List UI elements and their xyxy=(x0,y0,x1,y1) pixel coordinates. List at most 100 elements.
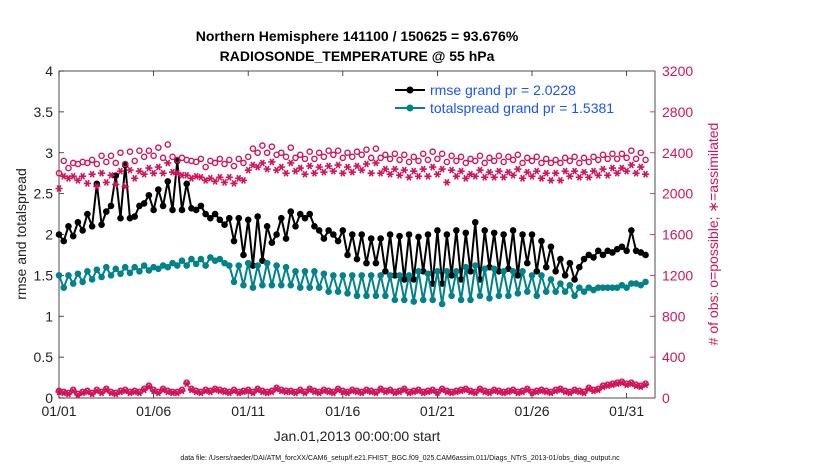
assimilated-marker xyxy=(220,388,229,396)
assimilated-marker xyxy=(263,389,271,397)
data-point xyxy=(557,280,564,287)
data-point xyxy=(273,231,280,238)
possible-marker xyxy=(471,157,479,165)
assimilated-marker xyxy=(528,172,536,180)
assimilated-marker xyxy=(329,167,337,175)
data-point xyxy=(533,292,541,300)
data-point xyxy=(140,200,148,207)
series-rmse xyxy=(55,157,649,287)
data-point xyxy=(311,267,318,275)
assimilated-marker xyxy=(287,159,295,167)
assimilated-marker xyxy=(107,171,115,179)
assimilated-marker xyxy=(183,171,191,179)
assimilated-marker xyxy=(325,388,333,396)
data-point xyxy=(84,210,91,218)
data-point xyxy=(287,208,295,215)
data-point xyxy=(348,231,356,238)
possible-marker xyxy=(301,155,309,163)
data-point xyxy=(268,239,276,246)
data-point xyxy=(306,284,313,291)
data-point xyxy=(216,255,224,263)
y-right-tick-label: 0 xyxy=(662,390,670,406)
data-point xyxy=(538,272,545,279)
assimilated-marker xyxy=(244,166,252,174)
possible-marker xyxy=(557,159,564,167)
possible-marker xyxy=(334,147,342,155)
data-point xyxy=(637,281,645,289)
assimilated-marker xyxy=(594,171,602,179)
assimilated-marker xyxy=(448,166,456,174)
possible-marker xyxy=(594,156,602,164)
possible-marker xyxy=(476,152,484,160)
x-tick-label: 01/31 xyxy=(609,403,644,419)
data-point xyxy=(320,270,328,278)
data-point xyxy=(594,284,602,291)
assimilated-marker xyxy=(585,173,593,181)
assimilated-marker xyxy=(268,158,276,166)
x-tick-label: 01/11 xyxy=(231,403,265,419)
data-point xyxy=(126,269,134,277)
assimilated-marker xyxy=(126,166,134,174)
data-point xyxy=(292,223,299,230)
possible-marker xyxy=(315,149,323,157)
y-right-tick-label: 3200 xyxy=(662,63,693,79)
data-point xyxy=(230,237,238,245)
data-point xyxy=(557,255,564,263)
y-axis-label: rmse and totalspread xyxy=(13,168,29,300)
data-point xyxy=(150,206,157,214)
data-point xyxy=(296,284,304,291)
possible-marker xyxy=(367,154,375,162)
data-point xyxy=(509,227,517,234)
assimilated-marker xyxy=(216,387,224,395)
data-point xyxy=(202,210,209,218)
data-point xyxy=(363,259,370,267)
data-point xyxy=(235,214,243,222)
x-tick-label: 01/16 xyxy=(325,403,360,419)
data-point xyxy=(500,231,507,238)
data-point xyxy=(259,281,266,289)
data-point xyxy=(405,231,413,238)
assimilated-marker xyxy=(589,167,598,175)
data-point xyxy=(65,272,72,279)
assimilated-marker xyxy=(433,389,442,397)
possible-marker xyxy=(500,158,507,166)
assimilated-marker xyxy=(391,165,399,173)
data-point xyxy=(282,235,290,242)
assimilated-marker xyxy=(353,162,361,170)
data-point xyxy=(268,281,276,289)
data-point xyxy=(448,272,455,279)
possible-marker xyxy=(348,153,356,161)
possible-marker xyxy=(221,160,228,168)
data-point xyxy=(155,265,162,273)
data-point xyxy=(396,272,403,279)
data-point xyxy=(301,214,309,222)
assimilated-marker xyxy=(310,388,319,396)
possible-marker xyxy=(259,142,266,149)
assimilated-marker xyxy=(150,169,158,177)
assimilated-marker xyxy=(386,170,394,178)
data-point xyxy=(131,213,138,220)
assimilated-marker xyxy=(348,168,356,176)
data-point xyxy=(457,276,465,283)
assimilated-marker xyxy=(537,174,546,182)
assimilated-marker xyxy=(83,179,91,187)
legend-rmse-label: rmse grand pr = 2.0228 xyxy=(430,82,576,98)
possible-marker xyxy=(410,153,418,161)
assimilated-marker xyxy=(69,387,77,395)
assimilated-marker xyxy=(107,389,115,397)
data-point xyxy=(159,202,167,210)
data-point xyxy=(552,288,559,296)
x-axis: 01/01 01/06 01/11 01/16 01/21 01/26 01/31 xyxy=(41,71,644,419)
data-point xyxy=(580,288,588,296)
data-point xyxy=(490,265,498,273)
possible-marker xyxy=(150,152,157,160)
assimilated-marker xyxy=(192,172,200,180)
assimilated-marker xyxy=(93,182,101,190)
assimilated-marker xyxy=(348,387,356,395)
data-point xyxy=(514,290,522,297)
data-point xyxy=(457,296,465,304)
data-point xyxy=(207,254,214,261)
assimilated-marker xyxy=(623,167,631,175)
possible-marker xyxy=(169,153,176,161)
assimilated-marker xyxy=(608,381,617,389)
